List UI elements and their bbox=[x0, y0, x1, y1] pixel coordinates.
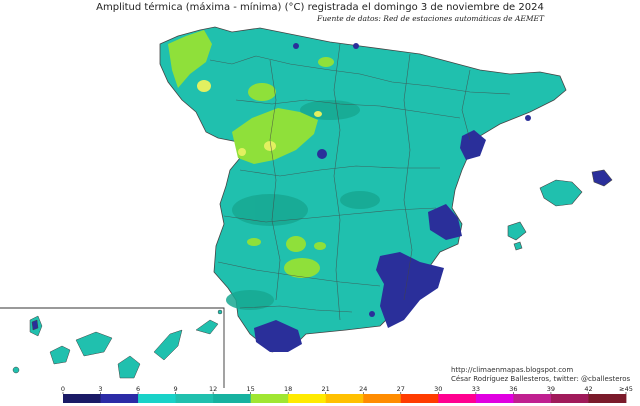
legend-swatch bbox=[550, 394, 589, 403]
legend-swatch bbox=[63, 394, 101, 403]
legend-tick-label: 12 bbox=[208, 385, 218, 393]
legend-swatch bbox=[138, 394, 176, 403]
legend-tick-label: 27 bbox=[396, 385, 405, 393]
peak-amplitude-spots bbox=[197, 80, 322, 156]
legend-tick-label: 18 bbox=[284, 385, 293, 393]
legend-swatch bbox=[438, 394, 477, 403]
balearic-islands bbox=[507, 169, 613, 251]
legend-tick-label: 24 bbox=[359, 385, 368, 393]
legend-tick-label: 9 bbox=[173, 385, 178, 393]
shading-patches bbox=[226, 100, 380, 310]
legend-tick-label: 0 bbox=[60, 385, 66, 393]
legend-swatch bbox=[588, 394, 627, 403]
canary-inset-frame bbox=[0, 307, 225, 388]
map-title: Amplitud térmica (máxima - mínima) (°C) … bbox=[96, 2, 544, 13]
legend-swatch bbox=[475, 394, 514, 403]
legend-tick-label: 30 bbox=[434, 385, 443, 393]
peninsula-region bbox=[159, 26, 567, 353]
legend-tick-label: ≥45 bbox=[619, 385, 633, 393]
legend-tick-label: 21 bbox=[321, 385, 330, 393]
province-borders bbox=[209, 43, 511, 321]
legend-swatch bbox=[100, 394, 139, 403]
legend-swatch bbox=[400, 394, 439, 403]
legend-tick-label: 39 bbox=[546, 385, 556, 393]
canary-islands bbox=[12, 309, 223, 379]
legend-swatch bbox=[363, 394, 402, 403]
legend-tick-label: 42 bbox=[584, 385, 593, 393]
legend-swatch bbox=[213, 394, 252, 403]
legend-tick-label: 33 bbox=[471, 385, 481, 393]
legend-tick-label: 36 bbox=[509, 385, 518, 393]
credit-author: César Rodríguez Ballesteros, twitter: @c… bbox=[451, 375, 631, 383]
legend-swatch bbox=[325, 394, 364, 403]
legend-swatch bbox=[175, 394, 214, 403]
legend-swatch bbox=[513, 394, 552, 403]
credit-url: http://climaenmapas.blogspot.com bbox=[451, 366, 574, 374]
map-subtitle: Fuente de datos: Red de estaciones autom… bbox=[316, 14, 544, 23]
legend-swatch bbox=[288, 394, 327, 403]
legend-swatch bbox=[250, 394, 289, 403]
legend-colorbar bbox=[62, 392, 627, 403]
legend-tick-label: 6 bbox=[136, 385, 141, 393]
legend-tick-label: 15 bbox=[246, 385, 255, 393]
low-amplitude-zones bbox=[254, 43, 531, 352]
high-amplitude-zones bbox=[168, 30, 334, 278]
legend-tick-label: 3 bbox=[98, 385, 103, 393]
